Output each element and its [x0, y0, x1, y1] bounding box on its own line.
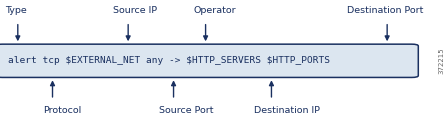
Text: Operator: Operator [194, 6, 236, 15]
Text: Destination Port: Destination Port [347, 6, 424, 15]
Text: Protocol: Protocol [44, 106, 82, 115]
Text: Source IP: Source IP [113, 6, 158, 15]
Text: alert tcp $EXTERNAL_NET any -> $HTTP_SERVERS $HTTP_PORTS: alert tcp $EXTERNAL_NET any -> $HTTP_SER… [8, 56, 330, 65]
Text: 372215: 372215 [438, 47, 444, 74]
Text: Type: Type [5, 6, 27, 15]
Text: Destination IP: Destination IP [254, 106, 320, 115]
FancyBboxPatch shape [0, 44, 418, 77]
Text: Source Port: Source Port [159, 106, 214, 115]
